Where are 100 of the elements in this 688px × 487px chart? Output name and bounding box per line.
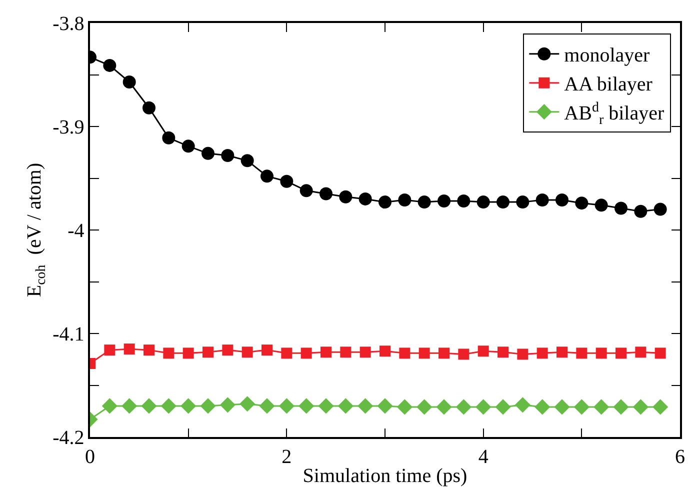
point — [554, 399, 570, 415]
point — [594, 399, 610, 415]
point — [200, 398, 216, 414]
point — [142, 101, 156, 114]
point — [514, 397, 530, 413]
point — [556, 346, 568, 358]
point — [632, 399, 648, 415]
point — [320, 346, 332, 358]
point — [476, 196, 490, 209]
point — [614, 202, 628, 215]
point — [259, 398, 275, 414]
point — [416, 399, 432, 415]
point — [202, 346, 214, 358]
x-tick-label: 4 — [478, 446, 488, 468]
point — [281, 348, 292, 359]
point — [438, 194, 450, 208]
point — [613, 399, 629, 415]
point — [102, 398, 118, 414]
point — [163, 348, 174, 359]
point — [652, 399, 668, 415]
x-tick-label: 2 — [282, 446, 292, 468]
point — [458, 348, 470, 360]
point — [556, 193, 568, 206]
point — [456, 399, 472, 415]
point — [280, 174, 294, 188]
y-tick-label: -3.9 — [52, 116, 84, 138]
point — [278, 398, 294, 414]
point — [436, 399, 452, 415]
legend-label: monolayer — [564, 44, 650, 67]
point — [476, 399, 492, 415]
y-tick-label: -3.8 — [52, 13, 84, 35]
point — [616, 348, 626, 359]
x-tick-label: 6 — [675, 446, 685, 468]
point — [122, 398, 138, 414]
point — [182, 348, 194, 359]
point — [103, 58, 116, 72]
point — [221, 148, 234, 162]
y-tick-label: -4.1 — [52, 324, 84, 346]
point — [162, 131, 176, 144]
point — [222, 344, 234, 356]
point — [320, 187, 332, 200]
point — [635, 346, 646, 358]
point — [574, 399, 590, 415]
point — [141, 398, 157, 414]
point — [378, 196, 392, 209]
point — [380, 346, 390, 357]
point — [360, 346, 371, 358]
point — [339, 190, 352, 204]
point — [358, 192, 372, 206]
point — [300, 184, 313, 198]
x-axis-title: Simulation time (ps) — [302, 465, 468, 487]
y-tick-label: -4.2 — [52, 427, 84, 449]
point — [594, 198, 608, 212]
point — [240, 396, 256, 412]
point — [496, 196, 510, 209]
point — [242, 346, 253, 358]
point — [318, 398, 334, 414]
legend-label: AA bilayer — [564, 74, 653, 96]
point — [358, 398, 374, 414]
point — [517, 348, 528, 360]
point — [104, 344, 116, 356]
point — [122, 76, 136, 88]
point — [300, 348, 312, 359]
point — [457, 194, 470, 208]
point — [398, 193, 412, 206]
point — [654, 202, 667, 216]
point — [536, 193, 549, 206]
y-tick-label: -4 — [68, 220, 84, 242]
point — [438, 348, 450, 359]
point — [220, 397, 236, 413]
point — [575, 196, 588, 210]
point — [340, 346, 352, 358]
point — [418, 348, 430, 359]
point — [260, 170, 274, 183]
point — [399, 348, 410, 359]
point — [596, 348, 607, 359]
point — [576, 348, 588, 359]
point — [498, 346, 508, 358]
point — [144, 344, 154, 356]
x-tick-label: 0 — [85, 446, 95, 468]
point — [495, 399, 511, 415]
point — [634, 204, 648, 218]
point — [160, 398, 176, 414]
point — [262, 344, 272, 356]
point — [298, 398, 314, 414]
point — [536, 348, 548, 359]
point — [180, 398, 196, 414]
point — [240, 154, 254, 168]
point — [377, 398, 393, 414]
legend-label: AB$^{d}$$_{r}$ bilayer — [564, 100, 664, 128]
point — [418, 196, 431, 209]
point — [124, 344, 135, 355]
point — [516, 196, 530, 209]
point — [338, 398, 354, 414]
point — [396, 399, 412, 415]
point — [478, 346, 489, 357]
point — [182, 140, 195, 153]
point — [654, 348, 666, 359]
point — [202, 146, 214, 160]
point — [534, 399, 550, 415]
